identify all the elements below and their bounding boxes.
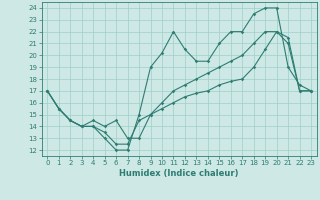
X-axis label: Humidex (Indice chaleur): Humidex (Indice chaleur) — [119, 169, 239, 178]
